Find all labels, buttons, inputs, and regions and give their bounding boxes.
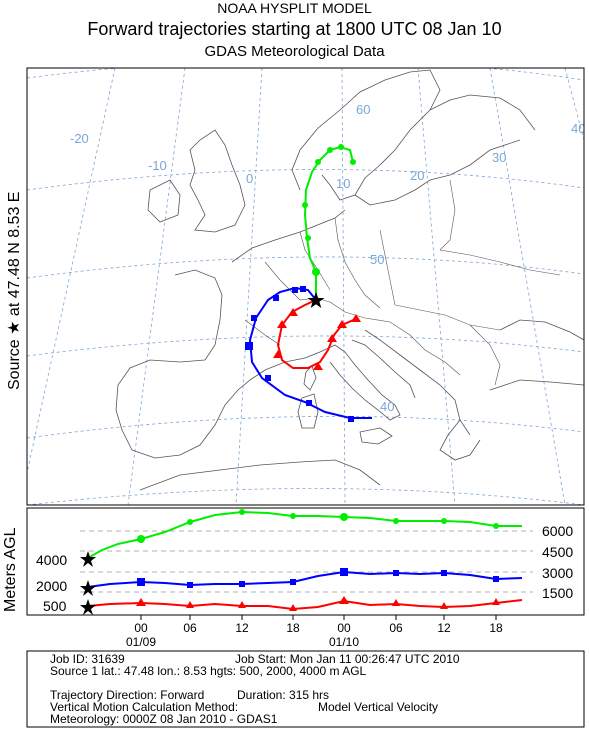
ireland-coast [147, 179, 181, 223]
hour-label: 12 [235, 621, 249, 635]
meridian-20 [417, 68, 456, 505]
time-labels: 00 06 12 18 00 06 12 18 01/09 01/10 [126, 621, 503, 649]
hour-label: 00 [134, 621, 148, 635]
graticule [27, 68, 584, 505]
uk-coast [189, 129, 246, 233]
job-start: Job Start: Mon Jan 11 00:26:47 UTC 2010 [235, 652, 460, 666]
height-2000m-markers [137, 568, 499, 588]
trajectory-title: Forward trajectories starting at 1800 UT… [87, 19, 502, 39]
date-label: 01/09 [126, 635, 156, 649]
trajectory-2000m-markers [245, 286, 354, 422]
vertical-method-value: Model Vertical Velocity [318, 700, 439, 714]
model-title: NOAA HYSPLIT MODEL [217, 0, 372, 16]
lon-label: -20 [70, 131, 89, 146]
height-panel: 4000 2000 500 6000 4500 3000 1500 [36, 509, 573, 615]
iberia-coast [115, 359, 266, 459]
data-source-title: GDAS Meteorological Data [204, 43, 385, 60]
height-tick-left: 4000 [36, 552, 67, 568]
west-europe-coast [231, 209, 346, 263]
greece-coast [439, 419, 481, 461]
meridian-0 [235, 68, 263, 505]
map-frame [26, 67, 585, 506]
source-star-icon [307, 292, 325, 308]
star-icon [80, 551, 96, 567]
info-frame [26, 650, 585, 728]
lat-label: 60 [356, 102, 370, 117]
job-id: Job ID: 31639 [50, 652, 125, 666]
height-tick-right: 4500 [542, 544, 573, 560]
height-gridlines [80, 530, 533, 593]
star-icon [80, 599, 96, 615]
baltic-coast [354, 139, 521, 206]
graticule-labels: -20 -10 0 10 20 30 40 60 50 40 [70, 102, 585, 414]
meteorology: Meteorology: 0000Z 08 Jan 2010 - GDAS1 [50, 712, 278, 726]
hour-label: 06 [183, 621, 197, 635]
source-details: Source 1 lat.: 47.48 lon.: 8.53 hgts: 50… [50, 664, 367, 678]
med-france-coast [264, 351, 321, 371]
meridian-10 [341, 68, 346, 505]
lon-label: -10 [148, 158, 167, 173]
height-tick-right: 1500 [542, 585, 573, 601]
trajectory-500m-line [276, 299, 359, 369]
lat-label: 40 [380, 399, 394, 414]
height-frame [26, 507, 585, 616]
balkan-coast [364, 329, 471, 436]
italy-east-coast [351, 339, 416, 399]
height-tick-labels: 4000 2000 500 6000 4500 3000 1500 [36, 523, 573, 614]
height-tick-right: 3000 [542, 565, 573, 581]
height-tick-left: 500 [43, 598, 67, 614]
height-tick-right: 6000 [542, 523, 573, 539]
parallel-55 [27, 169, 584, 191]
date-label: 01/10 [329, 635, 359, 649]
parallel-40 [27, 415, 584, 439]
meridian-m10 [127, 68, 186, 505]
meridian-m20 [27, 68, 116, 475]
star-icon [80, 580, 96, 596]
coastlines [115, 69, 584, 491]
start-star-icons [80, 551, 96, 615]
hour-label: 12 [437, 621, 451, 635]
france-coast [174, 269, 223, 361]
height-500m-markers [136, 596, 500, 611]
lon-label: 30 [492, 150, 506, 165]
parallel-50 [27, 256, 584, 279]
country-borders [244, 179, 561, 386]
hour-label: 18 [489, 621, 503, 635]
north-africa-coast [139, 459, 381, 491]
parallel-60 [27, 68, 584, 81]
italy-coast [319, 344, 401, 421]
trajectory-direction: Trajectory Direction: Forward [50, 688, 205, 702]
black-sea-coast [499, 319, 584, 341]
map-panel: -20 -10 0 10 20 30 40 60 50 40 [27, 68, 585, 505]
height-tick-left: 2000 [36, 578, 67, 594]
height-4000m-markers [137, 509, 499, 543]
hour-label: 18 [286, 621, 300, 635]
lon-label: 40 [571, 121, 585, 136]
parallel-35 [27, 488, 584, 505]
trajectory-500m-markers [273, 308, 361, 370]
sardinia [297, 393, 319, 429]
lon-label: 10 [336, 176, 350, 191]
parallel-45 [27, 335, 584, 357]
turkey-coast [489, 379, 584, 391]
lat-label: 50 [370, 252, 384, 267]
vertical-method: Vertical Motion Calculation Method: [50, 700, 239, 714]
hour-label: 06 [389, 621, 403, 635]
meridian-30 [489, 68, 566, 505]
sicily [359, 427, 393, 445]
lon-label: 0 [246, 171, 253, 186]
duration: Duration: 315 hrs [237, 688, 330, 702]
height-500m-line [87, 599, 523, 611]
hour-label: 00 [337, 621, 351, 635]
finland-coast [429, 94, 536, 131]
trajectory-4000m-markers [302, 144, 356, 276]
height-2000m-line [87, 570, 523, 588]
time-ticks [140, 615, 497, 620]
lon-label: 20 [410, 168, 424, 183]
